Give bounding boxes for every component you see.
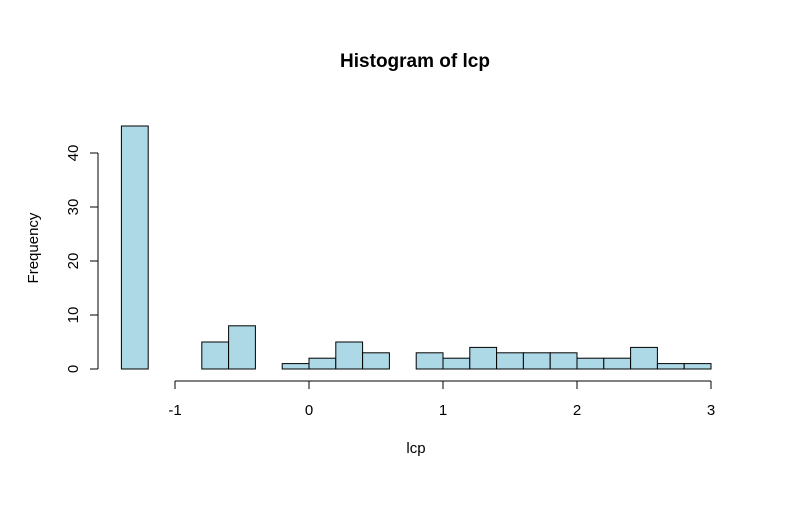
- y-tick-label-0: 0: [65, 365, 82, 373]
- histogram-bar-11: [415, 352, 444, 370]
- histogram-bar-16: [549, 352, 578, 370]
- histogram-bar-14: [496, 352, 524, 370]
- histogram-bar-20: [656, 363, 685, 370]
- y-tick-label-3: 30: [65, 199, 82, 216]
- histogram-bar-12: [442, 357, 471, 370]
- x-axis-label: lcp: [406, 440, 425, 457]
- y-axis-label: Frequency: [25, 212, 42, 283]
- histogram-bar-18: [603, 357, 632, 370]
- histogram-bar-15: [522, 352, 551, 370]
- histogram-bar-3: [201, 341, 230, 370]
- histogram-bar-7: [308, 357, 337, 370]
- y-tick-label-2: 20: [65, 253, 82, 270]
- x-tick-label-2: 1: [439, 402, 447, 419]
- histogram-bar-4: [228, 325, 256, 370]
- histogram-bar-9: [362, 352, 390, 370]
- histogram-bar-21: [683, 363, 712, 370]
- histogram-bar-13: [469, 346, 498, 370]
- histogram-bar-19: [630, 346, 658, 370]
- x-axis: -1 0 1 2 3: [168, 380, 715, 419]
- x-tick-label-3: 2: [573, 402, 581, 419]
- histogram-bar-0: [120, 125, 149, 370]
- y-tick-label-1: 10: [65, 307, 82, 324]
- y-axis: 0 10 20 30 40: [65, 145, 99, 373]
- bars-layer: [120, 125, 712, 370]
- chart-title: Histogram of lcp: [340, 51, 490, 72]
- histogram-bar-8: [335, 341, 364, 370]
- x-tick-label-0: -1: [168, 402, 181, 419]
- y-tick-label-4: 40: [65, 145, 82, 162]
- histogram-bar-6: [281, 363, 310, 370]
- x-tick-label-1: 0: [305, 402, 313, 419]
- histogram-bar-17: [576, 357, 605, 370]
- x-tick-label-4: 3: [707, 402, 715, 419]
